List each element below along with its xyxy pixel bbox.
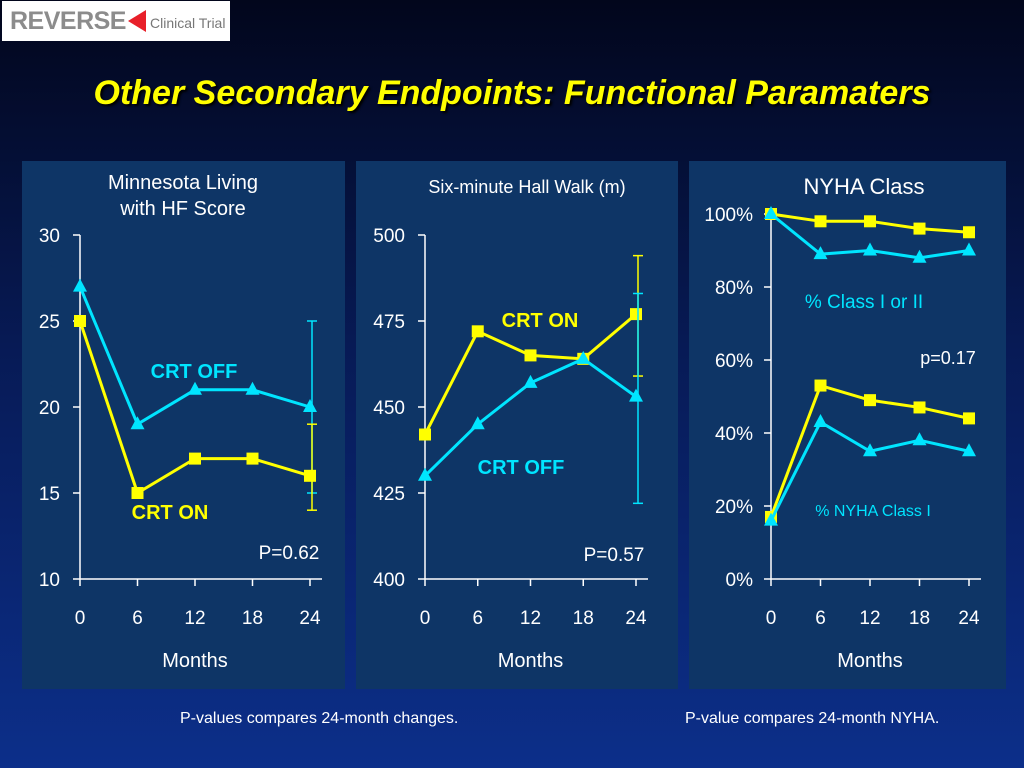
- data-point-triangle: [303, 399, 317, 412]
- chart-title: Six-minute Hall Walk (m): [428, 177, 625, 197]
- chart-title: Minnesota Living with HF Score: [108, 172, 258, 220]
- series-label: CRT ON: [502, 310, 579, 332]
- footnote-right: P-value compares 24-month NYHA.: [685, 710, 940, 727]
- data-point-triangle: [962, 443, 976, 457]
- data-point-triangle: [188, 381, 202, 395]
- slide-title: Other Secondary Endpoints: Functional Pa…: [93, 74, 931, 112]
- series-label: CRT OFF: [478, 457, 565, 479]
- logo-arrow-icon: [127, 10, 146, 32]
- chart-annotation: % Class I or II: [805, 292, 923, 313]
- data-point-square: [630, 308, 642, 321]
- chart-mlhf-score: Minnesota Living with HF Score 10 15 20 25 30 0…: [39, 172, 322, 672]
- chart-six-minute-walk: Six-minute Hall Walk (m) 400 425 450 475 500 0…: [373, 177, 648, 672]
- y-tick-label: 80%: [715, 278, 753, 299]
- data-point-square: [246, 452, 259, 465]
- data-point-square: [913, 401, 926, 414]
- x-tick-label: 0: [420, 608, 431, 629]
- chart-annotation: % NYHA Class I: [815, 503, 931, 520]
- data-point-triangle: [912, 249, 927, 263]
- chart-annotation: p=0.17: [920, 348, 976, 368]
- data-point-triangle: [73, 278, 87, 292]
- data-point-triangle: [523, 374, 538, 388]
- y-tick-label: 450: [373, 398, 405, 419]
- logo-subtitle: Clinical Trial: [149, 15, 226, 31]
- y-tick-label: 60%: [715, 351, 753, 372]
- data-point-square: [471, 325, 484, 338]
- x-tick-label: 24: [299, 608, 321, 629]
- y-tick-label: 400: [373, 570, 405, 591]
- data-point-square: [304, 469, 316, 482]
- data-point-square: [864, 394, 876, 407]
- x-axis-label: Months: [162, 650, 228, 672]
- x-tick-label: 24: [958, 608, 980, 629]
- chart-annotation: P=0.57: [584, 545, 645, 566]
- series-line: [78, 286, 311, 427]
- data-point-triangle: [813, 246, 828, 260]
- data-point-triangle: [764, 206, 778, 219]
- reverse-logo: REVERSE Clinical Trial: [2, 1, 230, 41]
- x-tick-label: 0: [75, 608, 86, 629]
- y-tick-label: 15: [39, 484, 60, 505]
- data-point-triangle: [470, 416, 485, 430]
- data-point-square: [189, 452, 201, 465]
- x-tick-label: 6: [815, 608, 826, 629]
- footnote-left: P-values compares 24-month changes.: [180, 710, 459, 727]
- y-tick-label: 40%: [715, 424, 753, 445]
- data-point-triangle: [764, 512, 778, 526]
- series-line: [78, 320, 311, 496]
- data-point-square: [814, 215, 827, 228]
- series-label: CRT ON: [132, 502, 209, 524]
- data-point-square: [814, 379, 827, 392]
- x-tick-label: 6: [132, 608, 143, 629]
- data-point-triangle: [629, 388, 643, 402]
- x-tick-label: 18: [909, 608, 930, 629]
- data-point-square: [864, 215, 876, 228]
- y-tick-label: 30: [39, 226, 60, 247]
- data-point-triangle: [418, 467, 432, 481]
- data-point-square: [524, 349, 537, 362]
- data-point-square: [913, 222, 926, 235]
- chart-title: NYHA Class: [803, 174, 924, 199]
- data-point-square: [963, 412, 975, 425]
- data-point-square: [131, 487, 144, 499]
- y-tick-label: 20%: [715, 497, 753, 518]
- data-point-triangle: [130, 416, 145, 430]
- data-point-triangle: [863, 242, 877, 256]
- data-point-triangle: [245, 381, 260, 395]
- y-tick-label: 475: [373, 312, 405, 333]
- x-axis-label: Months: [498, 650, 564, 672]
- chart-panel-walk: Six-minute Hall Walk (m) 400 425 450 475 500 0…: [356, 161, 678, 689]
- x-tick-label: 18: [242, 608, 263, 629]
- y-tick-label: 0%: [726, 570, 754, 591]
- data-point-square: [419, 428, 431, 441]
- x-tick-label: 12: [859, 608, 880, 629]
- x-tick-label: 24: [625, 608, 647, 629]
- y-tick-label: 100%: [704, 205, 753, 226]
- chart-nyha-class: NYHA Class 0% 20% 40% 60% 80% 100% 0 6 12 18 24 Mont…: [704, 174, 981, 672]
- x-tick-label: 0: [766, 608, 777, 629]
- y-tick-label: 20: [39, 398, 60, 419]
- data-point-square: [963, 226, 975, 239]
- x-tick-label: 18: [573, 608, 594, 629]
- y-tick-label: 425: [373, 484, 405, 505]
- data-point-triangle: [813, 414, 828, 428]
- x-tick-label: 12: [184, 608, 205, 629]
- chart-panel-nyha: NYHA Class 0% 20% 40% 60% 80% 100% 0 6 12 18 24 Mont…: [689, 161, 1006, 689]
- series-label: CRT OFF: [151, 361, 238, 383]
- y-tick-label: 25: [39, 312, 60, 333]
- data-point-triangle: [912, 432, 927, 446]
- logo-word: REVERSE: [10, 6, 126, 35]
- y-tick-label: 10: [39, 570, 60, 591]
- data-point-triangle: [962, 242, 976, 256]
- x-axis-label: Months: [837, 650, 903, 672]
- chart-panel-mlhf: Minnesota Living with HF Score 10 15 20 25 30 0…: [22, 161, 345, 689]
- x-tick-label: 6: [472, 608, 483, 629]
- data-point-triangle: [576, 350, 591, 364]
- x-tick-label: 12: [520, 608, 541, 629]
- chart-annotation: P=0.62: [259, 543, 320, 564]
- data-point-triangle: [863, 443, 877, 457]
- data-point-square: [74, 315, 86, 327]
- y-tick-label: 500: [373, 226, 405, 247]
